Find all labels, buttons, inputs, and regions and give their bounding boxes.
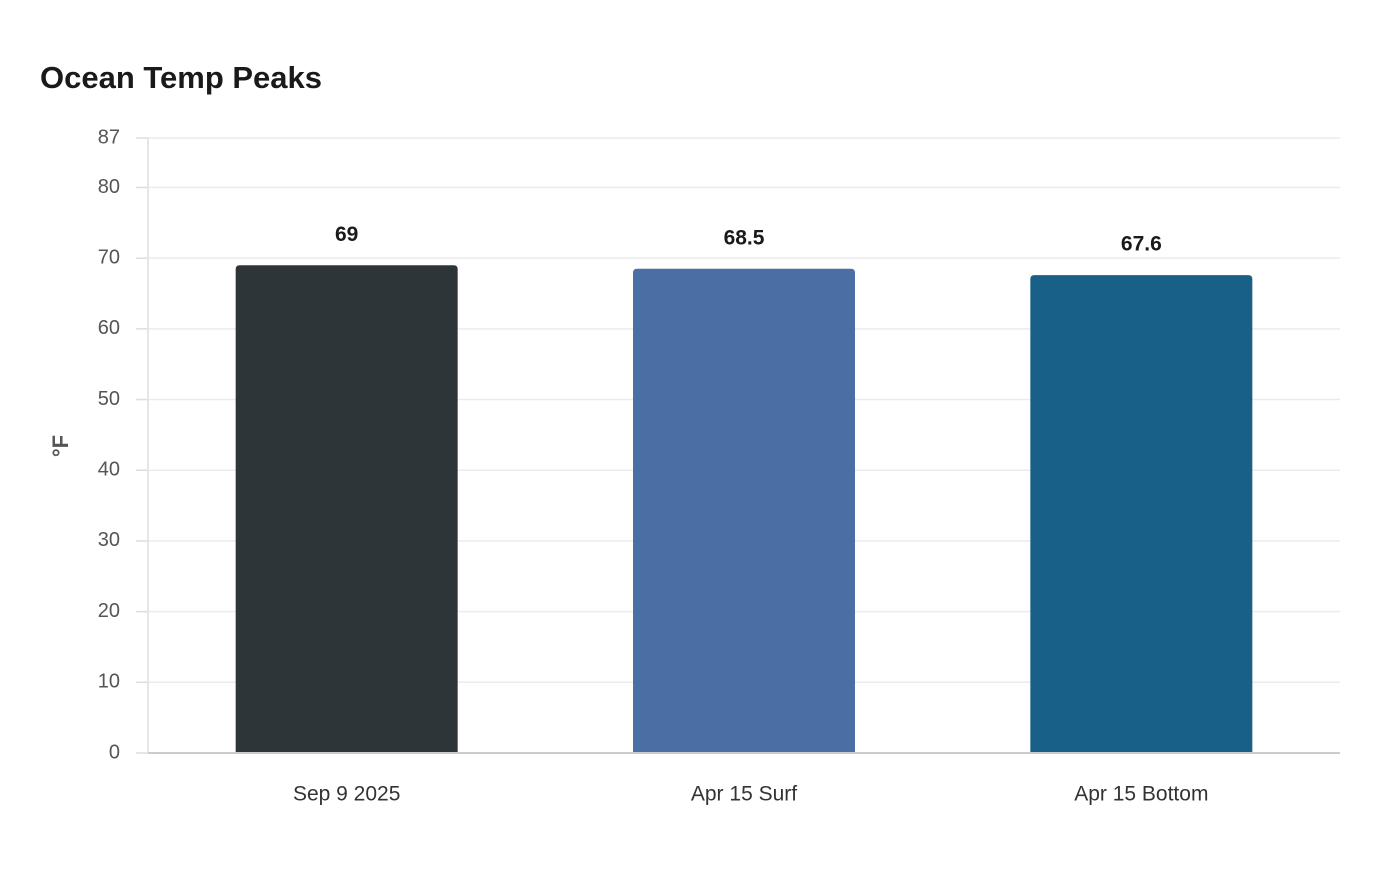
x-tick-label: Sep 9 2025	[293, 783, 400, 806]
bar	[633, 268, 855, 753]
value-label: 68.5	[724, 226, 765, 249]
y-tick-label: 40	[98, 459, 120, 481]
bar	[235, 265, 458, 753]
value-label: 69	[335, 223, 358, 246]
y-tick-label: 70	[98, 246, 120, 268]
y-tick-label: 10	[98, 671, 120, 693]
x-tick-label: Apr 15 Bottom	[1074, 783, 1208, 806]
value-label: 67.6	[1121, 233, 1162, 256]
x-tick-label: Apr 15 Surf	[691, 783, 797, 806]
y-tick-label: 0	[109, 741, 120, 763]
chart-title: Ocean Temp Peaks	[40, 60, 322, 95]
y-tick-label: 87	[98, 126, 120, 148]
y-axis-label: °F	[48, 435, 73, 457]
y-tick-label: 50	[98, 388, 120, 410]
y-tick-label: 20	[98, 600, 120, 622]
bar	[1030, 275, 1253, 753]
y-tick-label: 60	[98, 317, 120, 339]
y-tick-label: 80	[98, 176, 120, 198]
y-tick-label: 30	[98, 529, 120, 551]
